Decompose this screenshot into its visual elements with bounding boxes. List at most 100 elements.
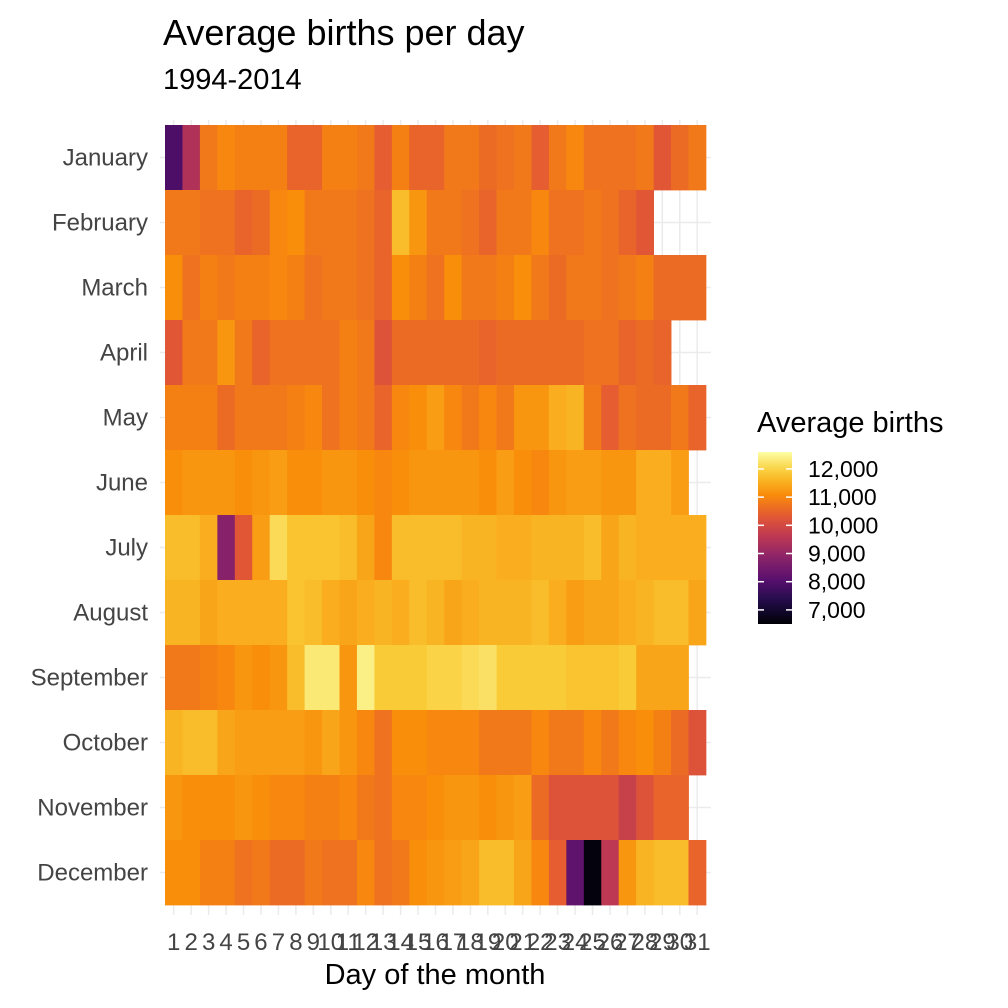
heatmap-cell xyxy=(165,190,183,256)
heatmap-cell xyxy=(688,125,707,191)
heatmap-cell xyxy=(636,450,654,516)
heatmap-cell xyxy=(409,580,428,646)
heatmap-cell xyxy=(252,125,271,191)
heatmap-cell xyxy=(217,840,236,906)
heatmap-cell xyxy=(548,320,567,386)
y-tick-label: May xyxy=(103,405,148,432)
x-tick-label: 7 xyxy=(272,929,285,956)
heatmap-cell xyxy=(252,450,271,516)
heatmap-cell xyxy=(165,255,183,321)
heatmap-cell xyxy=(548,190,567,256)
heatmap-cell xyxy=(322,840,340,906)
x-tick-label: 16 xyxy=(422,929,449,956)
heatmap-cell xyxy=(252,320,271,386)
heatmap-cell xyxy=(636,645,654,711)
heatmap-cell xyxy=(339,255,358,321)
heatmap-cell xyxy=(671,840,689,906)
heatmap-cell xyxy=(252,255,271,321)
heatmap-cell xyxy=(234,125,253,191)
heatmap-cell xyxy=(234,190,253,256)
heatmap-cell xyxy=(618,775,637,841)
heatmap-cell xyxy=(426,840,445,906)
heatmap-cell xyxy=(479,385,497,451)
heatmap-cell xyxy=(426,125,445,191)
heatmap-cell xyxy=(304,125,323,191)
heatmap-cell xyxy=(531,515,550,581)
heatmap-cell xyxy=(304,255,323,321)
heatmap-cell xyxy=(374,320,393,386)
heatmap-cell xyxy=(566,255,585,321)
heatmap-cell xyxy=(199,515,218,581)
heatmap-cell xyxy=(409,710,428,776)
heatmap-cell xyxy=(356,645,375,711)
heatmap-cell xyxy=(601,580,620,646)
heatmap-cell xyxy=(636,190,654,256)
heatmap-cell xyxy=(461,645,480,711)
heatmap-cell xyxy=(339,840,358,906)
heatmap-cell xyxy=(374,775,393,841)
heatmap-cell xyxy=(287,450,305,516)
heatmap-cell xyxy=(514,775,532,841)
heatmap-cell xyxy=(356,515,375,581)
heatmap-cell xyxy=(217,710,236,776)
heatmap-cell xyxy=(234,385,253,451)
heatmap-cell xyxy=(444,775,463,841)
heatmap-cell xyxy=(671,580,689,646)
heatmap-cell xyxy=(409,515,428,581)
heatmap-cell xyxy=(304,385,323,451)
heatmap-cell xyxy=(182,385,201,451)
heatmap-cell xyxy=(426,775,445,841)
heatmap-cell xyxy=(531,125,550,191)
heatmap-cell xyxy=(531,190,550,256)
heatmap-cell xyxy=(601,190,620,256)
heatmap-cell xyxy=(391,125,410,191)
y-tick-label: June xyxy=(96,470,148,497)
heatmap-cell xyxy=(234,840,253,906)
heatmap-cell xyxy=(165,320,183,386)
heatmap-cell xyxy=(199,190,218,256)
legend-tick-label: 11,000 xyxy=(808,484,877,510)
heatmap-cell xyxy=(252,840,271,906)
heatmap-cell xyxy=(322,125,340,191)
heatmap-cell xyxy=(618,190,637,256)
heatmap-cell xyxy=(671,255,689,321)
heatmap-cell xyxy=(287,320,305,386)
heatmap-cell xyxy=(356,775,375,841)
heatmap-cell xyxy=(531,840,550,906)
heatmap-cell xyxy=(269,580,288,646)
heatmap-cell xyxy=(165,125,183,191)
heatmap-cell xyxy=(234,515,253,581)
heatmap-cell xyxy=(688,255,707,321)
heatmap-cell xyxy=(391,840,410,906)
heatmap-cell xyxy=(426,580,445,646)
x-tick-label: 10 xyxy=(317,929,344,956)
x-tick-label: 28 xyxy=(632,929,659,956)
heatmap-cell xyxy=(566,450,585,516)
heatmap-cell xyxy=(287,710,305,776)
heatmap-cell xyxy=(514,450,532,516)
legend-tick-label: 9,000 xyxy=(808,541,866,567)
heatmap-cell xyxy=(653,775,672,841)
heatmap-cell xyxy=(618,320,637,386)
heatmap-cell xyxy=(339,775,358,841)
heatmap-cell xyxy=(339,385,358,451)
heatmap-cell xyxy=(444,580,463,646)
heatmap-cell xyxy=(514,190,532,256)
heatmap-cell xyxy=(479,840,497,906)
heatmap-cell xyxy=(322,645,340,711)
heatmap-cell xyxy=(182,580,201,646)
heatmap-cell xyxy=(496,515,515,581)
heatmap-cell xyxy=(444,255,463,321)
x-tick-label: 30 xyxy=(666,929,693,956)
chart-title: Average births per day xyxy=(163,12,525,53)
heatmap-cell xyxy=(269,385,288,451)
heatmap-cell xyxy=(165,775,183,841)
heatmap-cell xyxy=(496,840,515,906)
heatmap-cell xyxy=(548,385,567,451)
heatmap-cell xyxy=(374,580,393,646)
heatmap-cell xyxy=(618,580,637,646)
heatmap-cell xyxy=(339,320,358,386)
heatmap-cell xyxy=(671,645,689,711)
